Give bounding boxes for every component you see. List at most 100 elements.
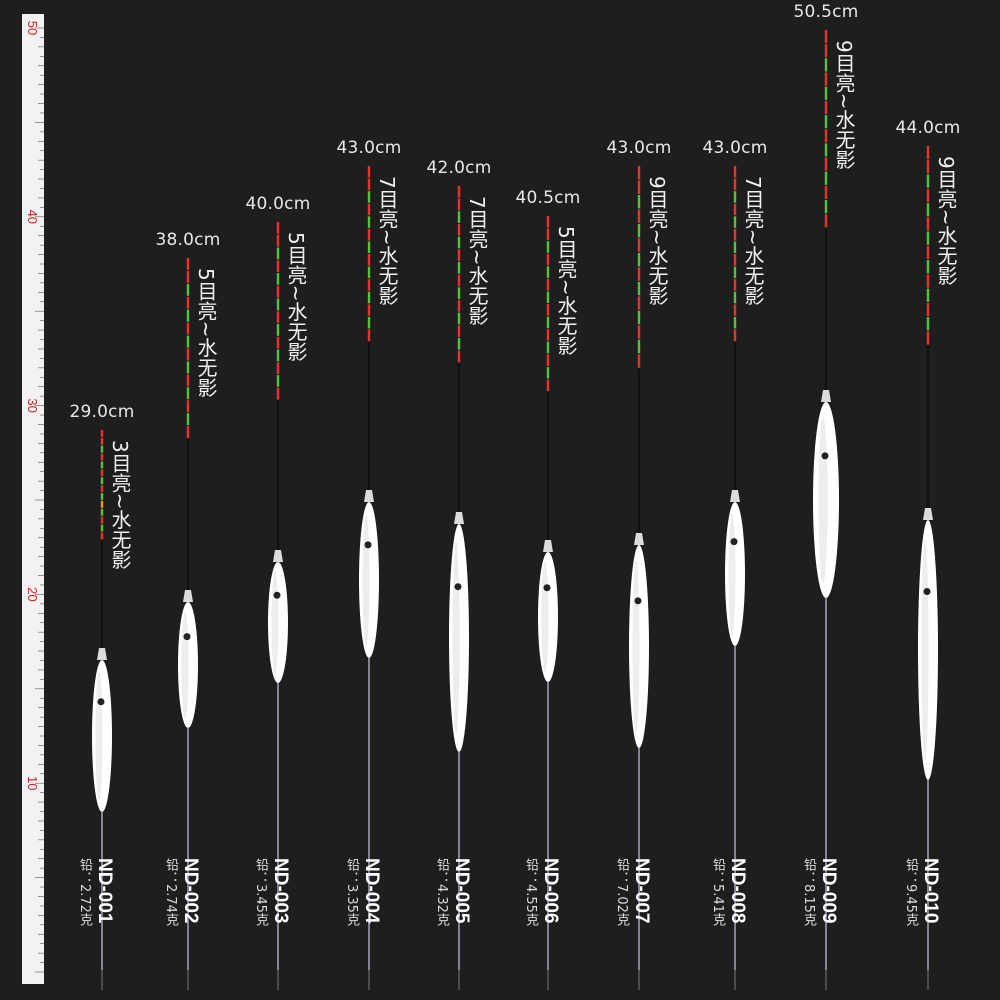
- float-antenna-segment: [367, 228, 371, 241]
- float-length-label: 38.0cm: [155, 230, 221, 250]
- float-antenna-segment: [276, 260, 280, 273]
- float-body-shade: [818, 416, 828, 584]
- float-antenna-segment: [457, 274, 461, 287]
- float-antenna-segment: [186, 270, 190, 283]
- float-antenna-segment: [824, 58, 828, 72]
- float-lead-weight: 铅：2.72克: [77, 858, 92, 926]
- float-antenna-segment: [926, 331, 930, 345]
- float-antenna-segment: [186, 387, 190, 400]
- float-lead-weight: 铅：4.55克: [523, 858, 538, 926]
- float-antenna-segment: [546, 228, 550, 241]
- float-model-number: ND-010: [920, 858, 941, 924]
- float-antenna-segment: [367, 216, 371, 228]
- float-lead-weight: 铅：8.15克: [801, 858, 816, 926]
- float-lead-weight: 铅：9.45克: [903, 858, 918, 926]
- float-neck: [821, 390, 831, 402]
- float-antenna-segment: [824, 44, 828, 58]
- float-antenna-segment: [733, 203, 737, 216]
- float-antenna-segment: [926, 231, 930, 245]
- ruler-label: 30: [25, 398, 40, 412]
- float-antenna-segment: [824, 185, 828, 200]
- float-antenna-segment: [367, 316, 371, 329]
- float-model-number: ND-008: [727, 858, 748, 924]
- float-neck: [183, 590, 193, 602]
- float-antenna-segment: [637, 296, 641, 310]
- float-antenna-segment: [637, 180, 641, 194]
- float-antenna-segment: [926, 217, 930, 231]
- float-antenna-segment: [367, 266, 371, 279]
- float-body: [449, 186, 469, 990]
- float-antenna-segment: [926, 174, 930, 188]
- float-antenna-segment: [457, 325, 461, 337]
- float-logo-icon: [183, 633, 191, 641]
- float-body-shade: [362, 513, 370, 647]
- float-spec-label: 7目亮~水无影: [465, 196, 489, 326]
- float-antenna-segment: [186, 309, 190, 322]
- float-antenna-segment: [546, 278, 550, 291]
- float-body-shade: [95, 671, 103, 801]
- float-antenna-segment: [637, 354, 641, 368]
- float-body-shade: [632, 560, 640, 733]
- float-body-shade: [271, 571, 279, 674]
- float-antenna-segment: [100, 516, 104, 524]
- float-model-number: ND-009: [818, 858, 839, 924]
- float-antenna-segment: [546, 366, 550, 379]
- float-antenna-segment: [733, 329, 737, 342]
- float-antenna-segment: [926, 302, 930, 317]
- float-logo-icon: [454, 583, 462, 591]
- float-length-label: 29.0cm: [69, 402, 135, 422]
- float-antenna-segment: [457, 186, 461, 198]
- float-antenna-segment: [367, 203, 371, 216]
- float-spec-label: 7目亮~水无影: [741, 176, 765, 306]
- float-antenna-segment: [186, 322, 190, 335]
- float-body-shade: [181, 611, 189, 719]
- float-antenna-segment: [926, 203, 930, 217]
- float-antenna-segment: [637, 209, 641, 223]
- float-antenna-segment: [637, 325, 641, 339]
- float-antenna-segment: [457, 287, 461, 299]
- float-lead-weight: 铅：3.45克: [253, 858, 268, 926]
- float-antenna-segment: [733, 191, 737, 203]
- float-antenna-segment: [546, 354, 550, 366]
- float-spec-label: 9目亮~水无影: [832, 40, 856, 170]
- float-antenna-segment: [367, 241, 371, 254]
- float-antenna-segment: [926, 245, 930, 260]
- float-logo-icon: [923, 588, 931, 595]
- float-antenna-segment: [733, 241, 737, 254]
- float-body: [918, 146, 938, 990]
- float-antenna-segment: [100, 477, 104, 485]
- float-antenna-segment: [637, 223, 641, 238]
- float-antenna-segment: [824, 171, 828, 185]
- float-body: [92, 430, 112, 990]
- float-antenna-segment: [100, 445, 104, 453]
- float-antenna-segment: [186, 400, 190, 413]
- float-body: [725, 166, 745, 990]
- float-antenna-segment: [637, 238, 641, 252]
- float-antenna-segment: [100, 508, 104, 516]
- float-antenna-segment: [733, 178, 737, 191]
- float-antenna-segment: [457, 350, 461, 363]
- float-antenna-segment: [276, 247, 280, 260]
- float-lead-weight: 铅：2.74克: [163, 858, 178, 926]
- float-antenna-segment: [546, 329, 550, 341]
- float-logo-icon: [543, 584, 551, 592]
- float-antenna-segment: [276, 298, 280, 311]
- float-antenna-segment: [276, 273, 280, 285]
- float-antenna-segment: [276, 336, 280, 349]
- float-neck: [634, 533, 644, 545]
- float-antenna-segment: [100, 493, 104, 500]
- float-antenna-segment: [546, 291, 550, 304]
- float-spec-label: 5目亮~水无影: [194, 268, 218, 398]
- float-antenna-segment: [186, 426, 190, 439]
- float-neck: [97, 648, 107, 660]
- float-model-number: ND-003: [270, 858, 291, 924]
- float-antenna-segment: [637, 166, 641, 180]
- float-antenna-segment: [457, 261, 461, 274]
- float-length-label: 50.5cm: [793, 2, 859, 22]
- float-antenna-segment: [367, 191, 371, 203]
- float-antenna-segment: [186, 361, 190, 374]
- ruler-label: 40: [25, 210, 40, 224]
- float-antenna-segment: [733, 166, 737, 178]
- float-antenna-segment: [926, 317, 930, 331]
- float-antenna-segment: [546, 341, 550, 354]
